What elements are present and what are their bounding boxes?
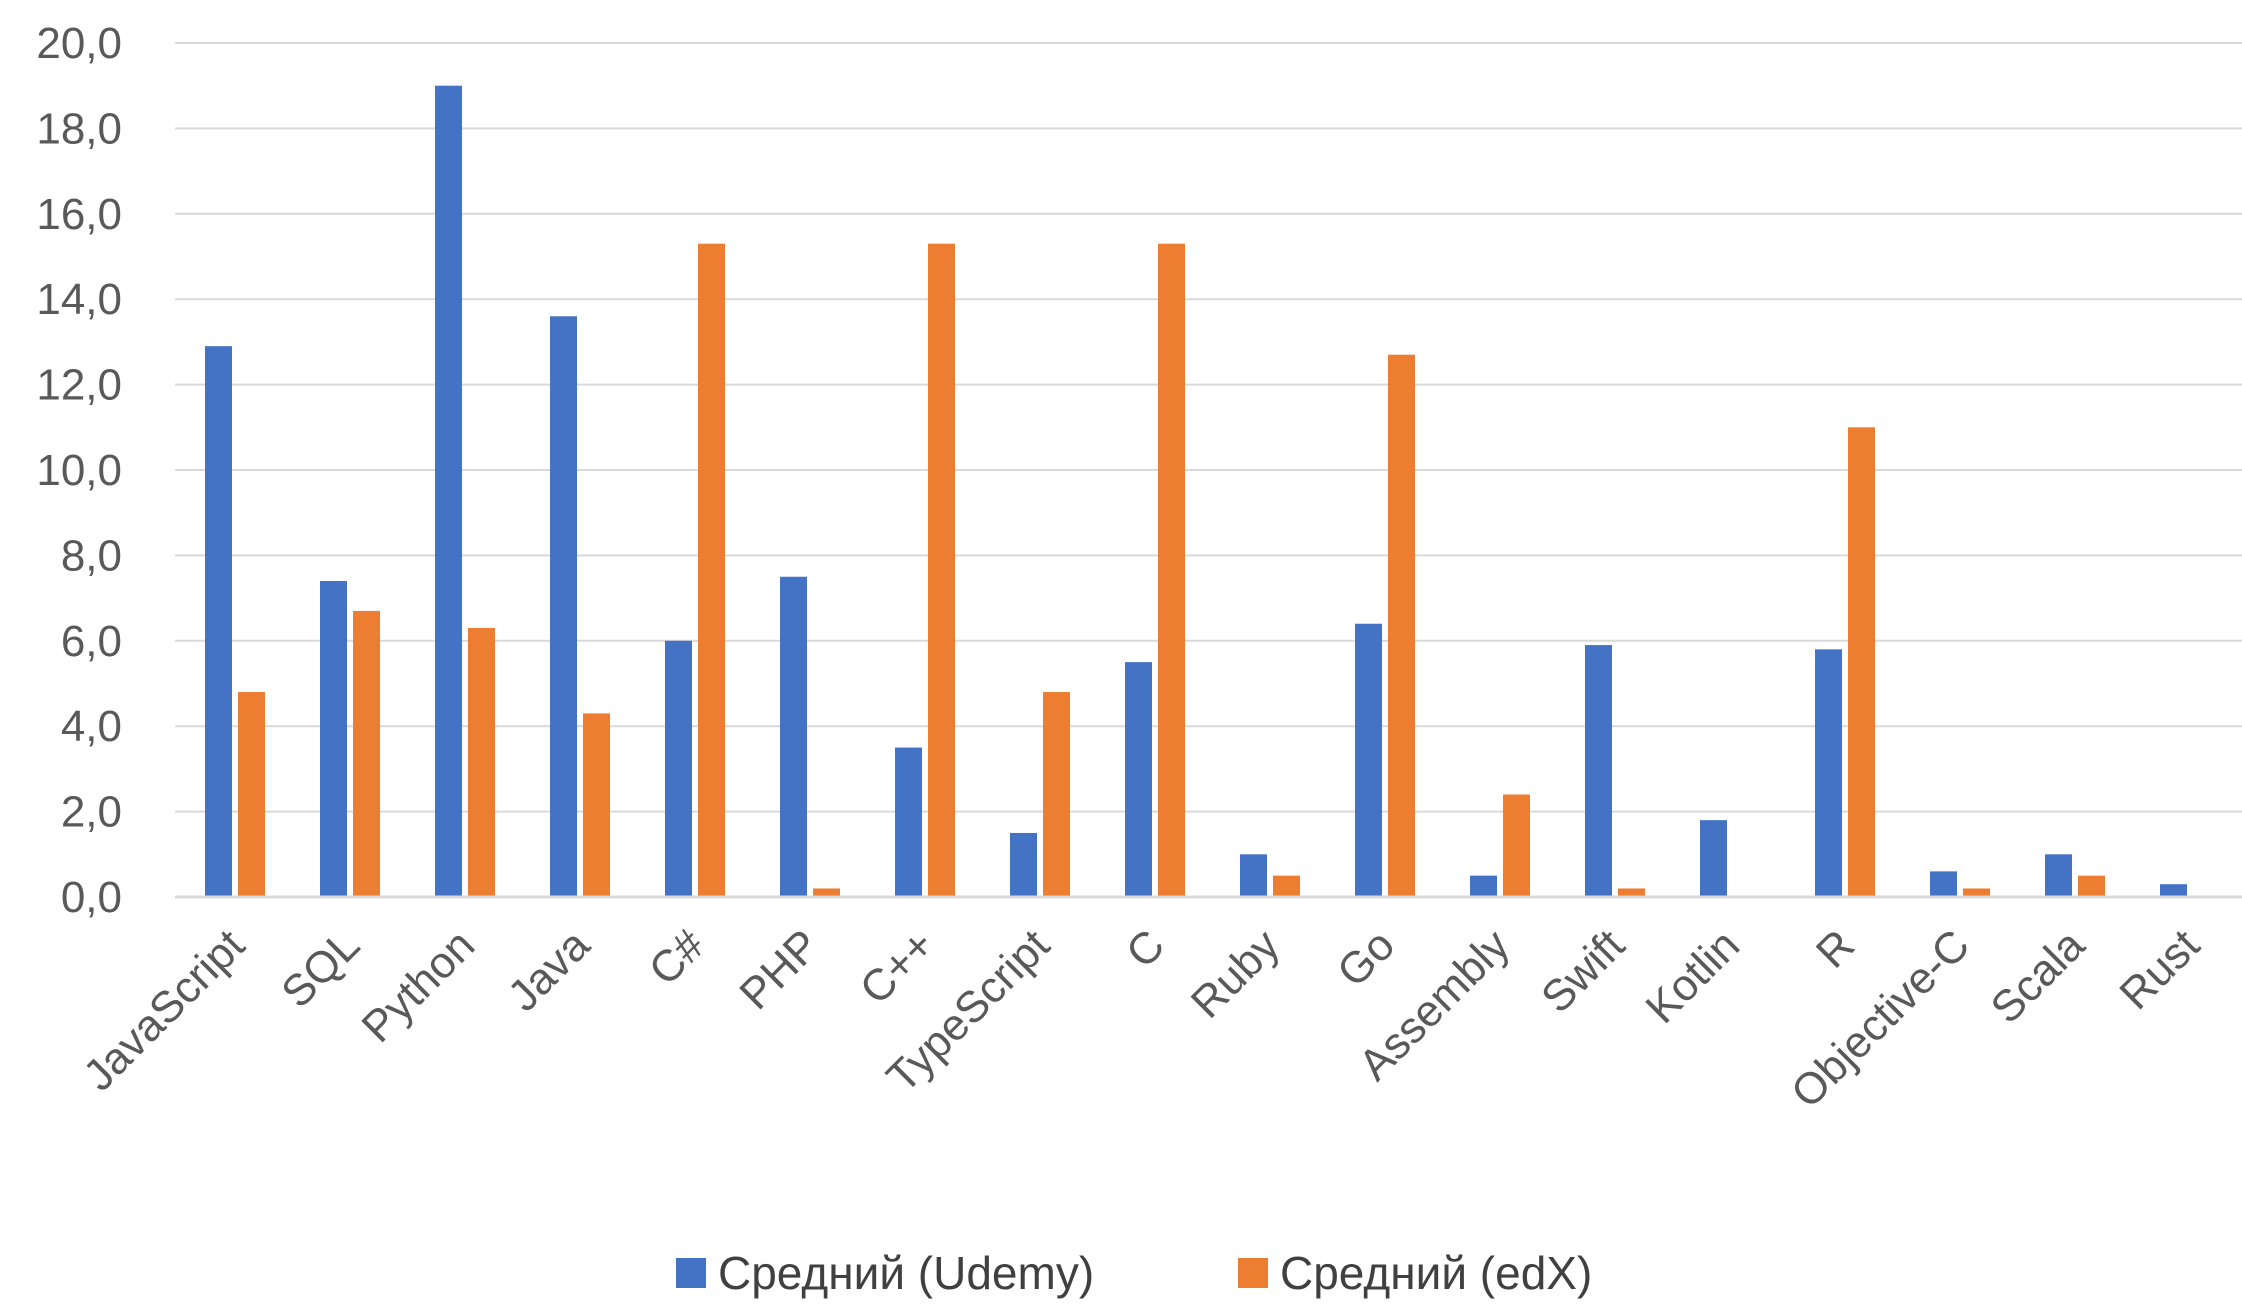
bar-udemy-ruby: [1240, 854, 1267, 897]
x-category-label: C++: [851, 920, 944, 1013]
bar-edx-c: [928, 243, 955, 897]
x-category-label: PHP: [730, 920, 829, 1019]
bar-udemy-java: [550, 316, 577, 897]
x-category-label: Scala: [1982, 920, 2095, 1033]
y-tick-label: 4,0: [61, 702, 122, 751]
x-category-label: Objective-C: [1782, 920, 1979, 1117]
bar-udemy-r: [1815, 649, 1842, 897]
bar-edx-javascript: [238, 692, 265, 897]
bar-edx-python: [468, 627, 495, 897]
bar-udemy-kotlin: [1700, 820, 1727, 897]
bar-udemy-php: [780, 576, 807, 897]
bar-edx-assembly: [1503, 794, 1530, 897]
y-tick-label: 6,0: [61, 617, 122, 666]
x-category-label: JavaScript: [74, 920, 254, 1100]
bar-udemy-sql: [320, 581, 347, 897]
bar-edx-ruby: [1273, 875, 1300, 897]
legend-swatch-edx: [1238, 1258, 1268, 1288]
y-tick-label: 2,0: [61, 788, 122, 837]
x-category-label: Rust: [2110, 920, 2209, 1019]
bar-udemy-go: [1355, 623, 1382, 897]
y-tick-label: 12,0: [36, 361, 122, 410]
bar-edx-java: [583, 713, 610, 897]
x-category-label: Swift: [1532, 920, 1634, 1022]
bar-edx-go: [1388, 354, 1415, 898]
legend: Средний (Udemy) Средний (edX): [676, 1247, 1592, 1299]
legend-swatch-udemy: [676, 1258, 706, 1288]
bar-udemy-python: [435, 85, 462, 897]
y-tick-label: 14,0: [36, 275, 122, 324]
y-axis-ticks: 0,0 2,0 4,0 6,0 8,0 10,0 12,0 14,0 16,0 18,0 20,0: [36, 19, 122, 922]
legend-label-edx: Средний (edX): [1280, 1247, 1592, 1299]
bar-edx-scala: [2078, 875, 2105, 897]
bar-udemy-scala: [2045, 854, 2072, 897]
bar-edx-c: [1158, 243, 1185, 897]
bar-udemy-c: [665, 640, 692, 897]
bar-edx-r: [1848, 427, 1875, 897]
bar-edx-typescript: [1043, 692, 1070, 897]
bar-udemy-assembly: [1470, 875, 1497, 897]
bar-udemy-c: [1125, 662, 1152, 897]
y-tick-label: 0,0: [61, 873, 122, 922]
x-category-label: SQL: [272, 920, 369, 1017]
legend-label-udemy: Средний (Udemy): [718, 1247, 1094, 1299]
x-category-label: Go: [1328, 920, 1404, 996]
y-tick-label: 10,0: [36, 446, 122, 495]
x-category-label: Python: [353, 920, 485, 1052]
bar-edx-swift: [1618, 888, 1645, 897]
x-category-label: Ruby: [1182, 920, 1289, 1027]
bar-udemy-rust: [2160, 884, 2187, 897]
bar-udemy-typescript: [1010, 832, 1037, 897]
gridlines: [175, 42, 2242, 813]
y-tick-label: 18,0: [36, 104, 122, 153]
bar-edx-objectivec: [1963, 888, 1990, 897]
bar-udemy-c: [895, 747, 922, 897]
x-category-label: Java: [499, 920, 600, 1021]
y-tick-label: 20,0: [36, 19, 122, 68]
bar-udemy-swift: [1585, 645, 1612, 897]
bar-edx-sql: [353, 610, 380, 897]
bar-edx-php: [813, 888, 840, 897]
y-tick-label: 8,0: [61, 531, 122, 580]
x-category-label: C#: [640, 920, 715, 995]
bar-udemy-javascript: [205, 346, 232, 897]
bar-udemy-objectivec: [1930, 871, 1957, 897]
x-category-label: C: [1117, 920, 1174, 977]
bar-edx-c: [698, 243, 725, 897]
y-tick-label: 16,0: [36, 190, 122, 239]
x-category-label: Kotlin: [1637, 920, 1749, 1032]
bars: [205, 85, 2187, 898]
x-category-label: R: [1807, 920, 1864, 977]
